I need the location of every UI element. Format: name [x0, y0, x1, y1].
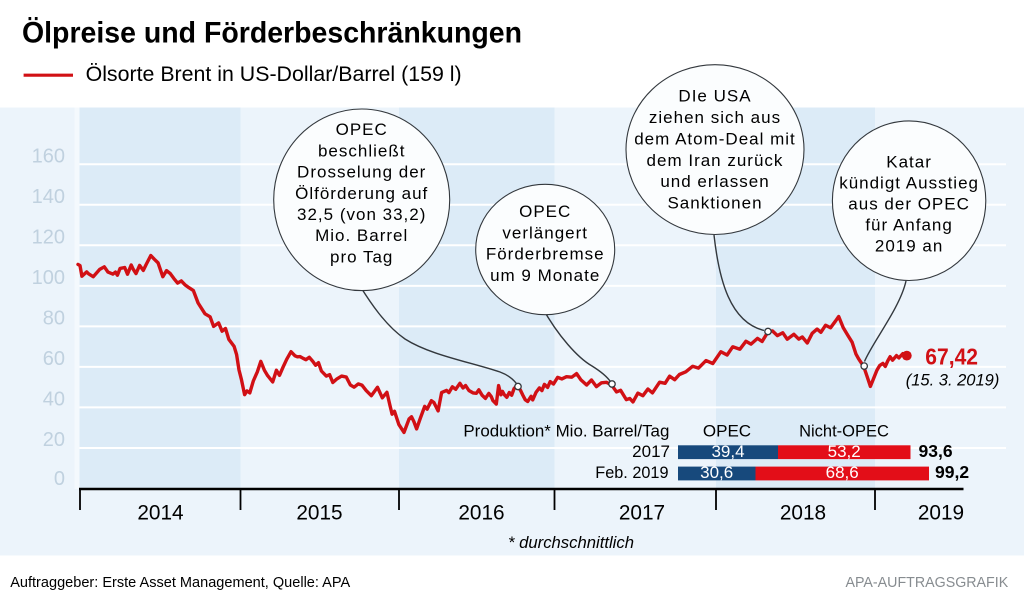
svg-text:Sanktionen: Sanktionen [667, 193, 762, 212]
svg-text:2019 an: 2019 an [875, 237, 943, 256]
svg-text:93,6: 93,6 [919, 441, 953, 461]
svg-text:Nicht-OPEC: Nicht-OPEC [799, 422, 889, 441]
svg-text:Förderbremse: Förderbremse [486, 245, 605, 264]
svg-text:160: 160 [32, 145, 65, 167]
svg-text:100: 100 [32, 267, 65, 289]
svg-text:80: 80 [43, 307, 65, 329]
svg-text:OPEC: OPEC [519, 202, 571, 221]
svg-text:Ölsorte Brent in US-Dollar/Bar: Ölsorte Brent in US-Dollar/Barrel (159 l… [86, 62, 462, 86]
svg-text:pro Tag: pro Tag [330, 247, 393, 266]
svg-text:Feb. 2019: Feb. 2019 [595, 463, 668, 482]
svg-text:39,4: 39,4 [711, 442, 744, 461]
svg-text:99,2: 99,2 [935, 462, 969, 482]
svg-text:60: 60 [43, 348, 65, 370]
svg-text:120: 120 [32, 226, 65, 248]
svg-text:für Anfang: für Anfang [865, 216, 953, 235]
svg-text:2018: 2018 [780, 502, 826, 525]
svg-text:Mio. Barrel: Mio. Barrel [315, 226, 408, 245]
svg-text:2017: 2017 [619, 502, 665, 525]
svg-text:Katar: Katar [886, 153, 932, 172]
svg-text:2015: 2015 [296, 502, 342, 525]
svg-text:um 9 Monate: um 9 Monate [490, 266, 600, 285]
svg-text:* durchschnittlich: * durchschnittlich [508, 533, 634, 552]
svg-text:Auftraggeber: Erste Asset Mana: Auftraggeber: Erste Asset Management, Qu… [10, 575, 350, 591]
svg-text:0: 0 [54, 468, 65, 490]
svg-text:DIe USA: DIe USA [678, 87, 751, 106]
svg-text:2016: 2016 [458, 502, 504, 525]
svg-text:40: 40 [43, 388, 65, 410]
svg-text:OPEC: OPEC [703, 422, 751, 441]
svg-text:20: 20 [43, 429, 65, 451]
svg-text:Produktion* Mio. Barrel/Tag: Produktion* Mio. Barrel/Tag [463, 422, 669, 441]
svg-text:kündigt Ausstieg: kündigt Ausstieg [839, 174, 979, 193]
svg-text:2014: 2014 [137, 502, 183, 525]
svg-text:140: 140 [32, 186, 65, 208]
svg-text:2019: 2019 [918, 502, 964, 525]
svg-text:OPEC: OPEC [336, 120, 388, 139]
svg-text:dem Iran zurück: dem Iran zurück [647, 151, 784, 170]
svg-text:Ölförderung auf: Ölförderung auf [295, 184, 428, 203]
svg-text:68,6: 68,6 [826, 463, 859, 482]
svg-text:30,6: 30,6 [700, 463, 733, 482]
svg-text:und erlassen: und erlassen [660, 172, 769, 191]
svg-text:(15. 3. 2019): (15. 3. 2019) [906, 370, 1000, 389]
svg-text:ziehen sich aus: ziehen sich aus [649, 108, 781, 127]
svg-text:32,5 (von 33,2): 32,5 (von 33,2) [297, 205, 426, 224]
svg-text:dem Atom-Deal mit: dem Atom-Deal mit [634, 129, 796, 148]
svg-text:53,2: 53,2 [828, 442, 861, 461]
svg-text:verlängert: verlängert [502, 223, 588, 242]
svg-text:APA-AUFTRAGSGRAFIK: APA-AUFTRAGSGRAFIK [846, 574, 1009, 591]
svg-text:aus der OPEC: aus der OPEC [848, 195, 970, 214]
svg-text:67,42: 67,42 [925, 344, 978, 370]
svg-text:Ölpreise und Förderbeschränkun: Ölpreise und Förderbeschränkungen [22, 17, 522, 50]
svg-text:beschließt: beschließt [318, 141, 405, 160]
svg-text:Drosselung der: Drosselung der [297, 163, 426, 182]
svg-text:2017: 2017 [632, 442, 670, 461]
